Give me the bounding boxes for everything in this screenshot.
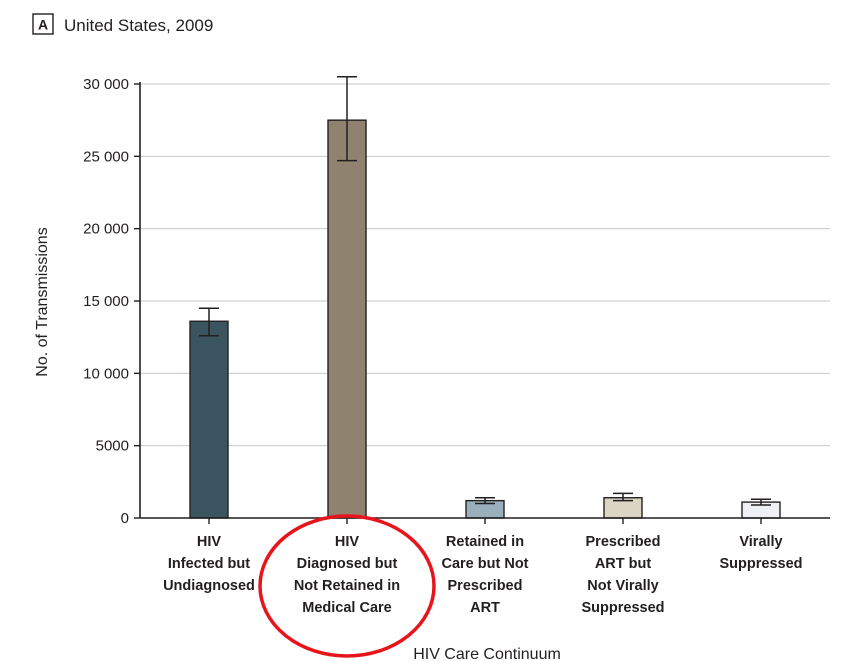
y-tick-label: 5000 bbox=[96, 438, 129, 455]
x-axis-title: HIV Care Continuum bbox=[413, 646, 561, 661]
x-category-label-line: Suppressed bbox=[582, 600, 665, 616]
x-category-label-line: Care but Not bbox=[442, 556, 529, 572]
y-tick-label: 30 000 bbox=[83, 76, 129, 93]
chart-title: United States, 2009 bbox=[64, 16, 213, 35]
gridlines bbox=[140, 83, 830, 447]
x-category-label-line: Medical Care bbox=[302, 600, 391, 616]
error-bars bbox=[199, 76, 771, 506]
panel-letter: A bbox=[38, 17, 48, 33]
x-category-label: Retained in Care but Not Prescribed ART bbox=[442, 534, 529, 616]
y-tick-label: 10 000 bbox=[83, 365, 129, 382]
x-category-label-line: ART bbox=[470, 600, 500, 616]
x-category-label: Virally Suppressed bbox=[720, 534, 803, 572]
bars bbox=[189, 119, 781, 519]
x-category-label-line: Not Retained in bbox=[294, 578, 400, 594]
x-category-label: HIV Diagnosed but Not Retained in Medical C… bbox=[294, 534, 400, 616]
x-category-label-line: Prescribed bbox=[586, 534, 661, 550]
x-category-label-line: Virally bbox=[739, 534, 782, 550]
panel-header: A United States, 2009 bbox=[32, 13, 213, 35]
x-category-label-line: Diagnosed but bbox=[297, 556, 398, 572]
bar bbox=[327, 119, 367, 519]
y-tick-label: 25 000 bbox=[83, 148, 129, 165]
x-category-labels: HIV Infected but Undiagnosed HIV Diagnosed b… bbox=[163, 534, 802, 616]
x-category-label-line: Undiagnosed bbox=[163, 578, 255, 594]
highlight-annotation bbox=[258, 514, 436, 658]
bar bbox=[189, 320, 229, 519]
highlight-circle bbox=[258, 514, 436, 658]
x-category-label-line: HIV bbox=[197, 534, 222, 550]
x-category-label-line: Suppressed bbox=[720, 556, 803, 572]
x-category-label-line: Retained in bbox=[446, 534, 524, 550]
x-category-label: HIV Infected but Undiagnosed bbox=[163, 534, 255, 594]
x-category-label-line: Not Virally bbox=[587, 578, 658, 594]
x-category-label-line: ART but bbox=[595, 556, 652, 572]
y-tick-label: 0 bbox=[121, 510, 129, 527]
panel-letter-box bbox=[32, 13, 54, 35]
x-category-label: Prescribed ART but Not Virally Suppressed bbox=[582, 534, 665, 616]
x-category-label-line: HIV bbox=[335, 534, 360, 550]
y-axis-title: No. of Transmissions bbox=[34, 227, 51, 376]
axes bbox=[134, 82, 830, 524]
x-category-label-line: Prescribed bbox=[448, 578, 523, 594]
y-tick-label: 15 000 bbox=[83, 293, 129, 310]
y-tick-label: 20 000 bbox=[83, 221, 129, 238]
x-category-label-line: Infected but bbox=[168, 556, 250, 572]
y-tick-labels: 0 5000 10 000 15 000 20 000 25 000 30 000 bbox=[83, 76, 129, 527]
